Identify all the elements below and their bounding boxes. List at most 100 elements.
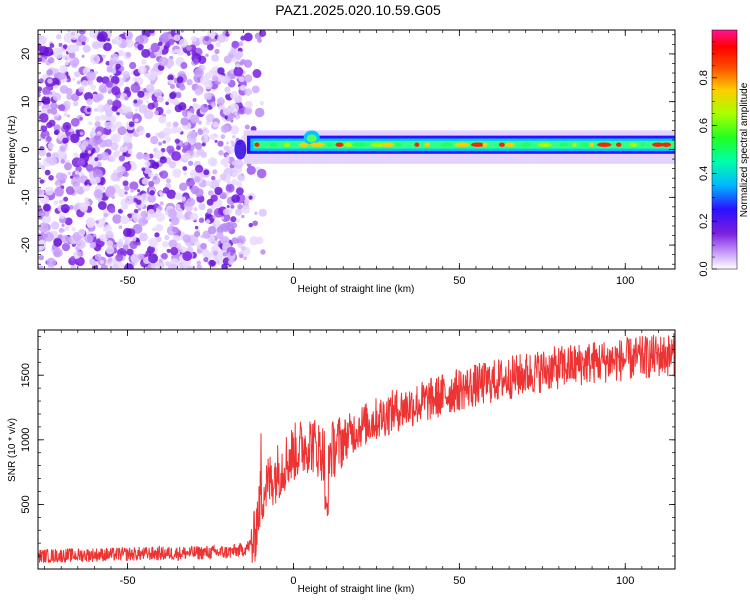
noise-point (171, 151, 182, 162)
noise-point (75, 256, 85, 267)
noise-point (96, 76, 103, 83)
noise-point (244, 106, 253, 115)
x-tick-label: 100 (616, 275, 634, 287)
x-tick-label: 0 (290, 575, 296, 587)
noise-point (85, 164, 94, 172)
noise-point (133, 208, 139, 214)
noise-point (80, 35, 87, 42)
noise-point (63, 162, 72, 171)
noise-point (116, 240, 124, 249)
noise-point (187, 160, 194, 166)
noise-point (157, 41, 163, 47)
noise-point (160, 147, 166, 153)
noise-point (211, 75, 219, 82)
noise-point (53, 238, 63, 247)
band-hotspot (597, 142, 612, 147)
noise-point (164, 135, 171, 143)
noise-point (117, 49, 125, 57)
snr-panel: -50 0 50 100 500 1000 1500 Height of straight … (7, 329, 676, 595)
noise-point (134, 43, 139, 48)
noise-point (141, 59, 147, 65)
noise-point (212, 215, 216, 219)
noise-point (112, 214, 122, 224)
noise-point (106, 66, 113, 73)
noise-point (94, 157, 99, 162)
noise-point (39, 179, 45, 184)
noise-point (60, 159, 66, 164)
noise-point (69, 30, 80, 41)
noise-point (68, 51, 76, 59)
band-hotspot (616, 142, 622, 147)
noise-point (126, 248, 134, 256)
noise-point (45, 156, 52, 163)
noise-point (212, 169, 218, 175)
noise-point (67, 171, 72, 176)
noise-point (50, 102, 58, 110)
noise-point (77, 158, 86, 167)
noise-point (54, 49, 64, 59)
noise-point (156, 260, 165, 269)
noise-point (38, 161, 42, 167)
noise-point (195, 164, 204, 173)
band-hotspot (441, 142, 453, 147)
noise-point (176, 145, 181, 151)
noise-point (205, 180, 212, 187)
noise-point (88, 30, 99, 39)
noise-point (222, 107, 231, 116)
noise-point (122, 70, 130, 79)
noise-point (108, 154, 117, 163)
noise-point (203, 169, 210, 176)
noise-point (167, 263, 177, 269)
noise-point (256, 168, 267, 179)
noise-point (38, 113, 49, 123)
noise-point (168, 239, 178, 249)
noise-point (104, 138, 113, 148)
noise-point (238, 76, 245, 83)
noise-point (63, 196, 69, 202)
noise-point (244, 124, 250, 130)
noise-point (97, 201, 107, 210)
noise-point (86, 98, 93, 106)
noise-point (47, 78, 53, 84)
noise-point (125, 52, 132, 58)
noise-point (238, 41, 244, 47)
noise-point (159, 97, 164, 103)
noise-point (166, 145, 175, 154)
noise-point (217, 33, 226, 43)
noise-point (140, 193, 150, 203)
x-tick-label: 0 (290, 275, 296, 287)
noise-point (118, 155, 125, 162)
noise-point (193, 58, 200, 65)
noise-point (189, 212, 199, 221)
y-tick-label: 1000 (20, 428, 32, 452)
noise-point (161, 252, 168, 260)
noise-point (175, 30, 179, 34)
noise-point (158, 56, 169, 67)
noise-point (177, 212, 184, 220)
noise-point (85, 217, 96, 227)
band-hotspot (520, 142, 532, 147)
noise-point (248, 222, 254, 228)
noise-point (98, 83, 109, 94)
noise-point (156, 236, 162, 242)
noise-point (133, 81, 139, 87)
noise-point (73, 71, 81, 78)
noise-point (209, 133, 217, 141)
noise-point (229, 91, 239, 100)
noise-point (238, 108, 244, 113)
noise-point (94, 70, 98, 75)
noise-point (150, 262, 157, 269)
noise-point (117, 208, 123, 214)
noise-point (159, 201, 164, 206)
noise-point (237, 204, 243, 210)
noise-point (67, 30, 71, 33)
noise-point (115, 253, 124, 262)
noise-point (179, 84, 186, 91)
noise-point (50, 221, 60, 230)
noise-point (63, 112, 69, 117)
noise-point (94, 115, 101, 122)
noise-point (171, 226, 178, 233)
noise-point (59, 85, 69, 94)
noise-point (213, 256, 219, 262)
noise-point (203, 80, 213, 90)
